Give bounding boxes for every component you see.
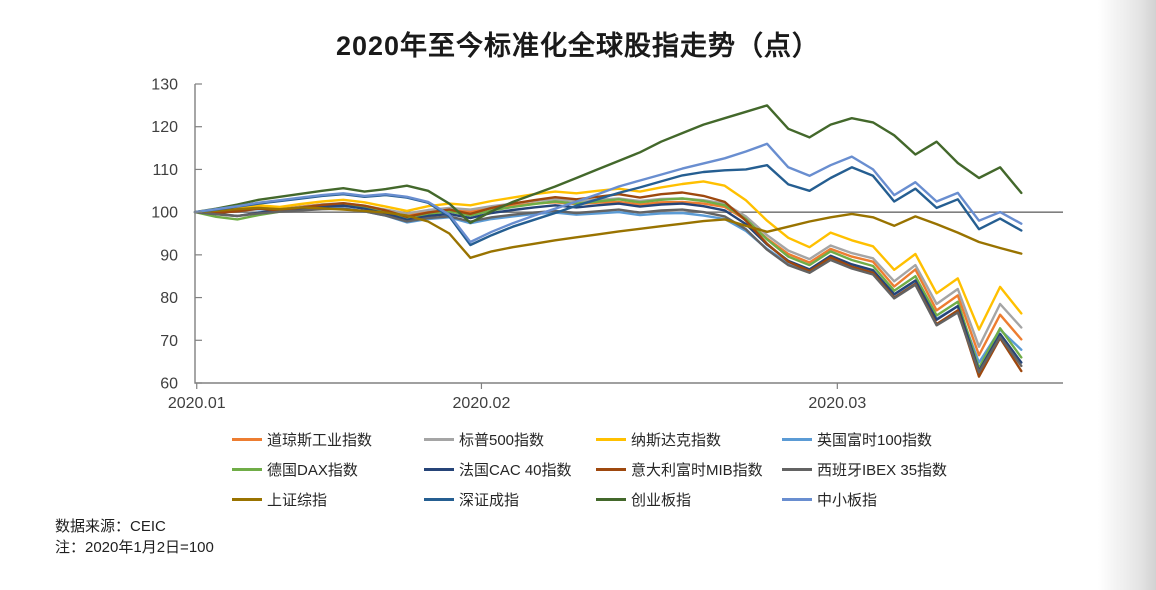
legend-label: 创业板指 — [631, 492, 692, 509]
legend-swatch — [782, 468, 812, 471]
legend-item: 西班牙IBEX 35指数 — [782, 459, 947, 480]
legend-swatch — [424, 498, 454, 501]
y-axis-label: 120 — [151, 119, 178, 136]
legend-label: 中小板指 — [817, 492, 878, 509]
legend-swatch — [232, 438, 262, 441]
y-axis-label: 110 — [152, 162, 178, 179]
legend-label: 标普500指数 — [459, 432, 545, 449]
legend-label: 深证成指 — [459, 492, 520, 509]
line-chart-plot: 60 70 80 90 100 110 120 130 2020.01 2020.02 2020.0… — [151, 77, 1063, 412]
legend-item: 中小板指 — [782, 489, 877, 510]
y-axis-label: 80 — [160, 290, 178, 307]
series-line-9 — [193, 206, 1023, 259]
legend-item: 纳斯达克指数 — [596, 429, 721, 450]
legend-swatch — [424, 468, 454, 471]
legend-label: 西班牙IBEX 35指数 — [817, 462, 948, 479]
legend-item: 德国DAX指数 — [232, 459, 358, 480]
data-source-note: 数据来源：CEIC — [55, 518, 166, 535]
legend-item: 深证成指 — [424, 489, 519, 510]
y-axis-label: 130 — [151, 77, 178, 94]
y-axis-label: 100 — [151, 205, 178, 222]
chart-title: 2020年至今标准化全球股指走势（点） — [335, 31, 821, 61]
series-line-6 — [193, 202, 1023, 373]
legend-swatch — [596, 498, 626, 501]
legend-label: 德国DAX指数 — [267, 462, 358, 479]
legend-item: 英国富时100指数 — [782, 429, 932, 450]
x-axis-label: 2020.03 — [808, 395, 866, 412]
legend-swatch — [424, 438, 454, 441]
legend-swatch — [596, 468, 626, 471]
y-axis-label: 60 — [160, 376, 178, 393]
legend-swatch — [232, 498, 262, 501]
legend-item: 道琼斯工业指数 — [232, 429, 372, 450]
legend-label: 上证综指 — [267, 492, 328, 509]
series-line-11 — [193, 104, 1023, 225]
legend-swatch — [782, 438, 812, 441]
legend-swatch — [782, 498, 812, 501]
legend-label: 英国富时100指数 — [817, 432, 933, 449]
y-axis-label: 70 — [160, 333, 178, 350]
legend-item: 意大利富时MIB指数 — [596, 459, 763, 480]
chart-notes: 数据来源：CEIC 注：2020年1月2日=100 — [55, 516, 214, 558]
legend-label: 道琼斯工业指数 — [267, 432, 373, 449]
legend-swatch — [232, 468, 262, 471]
legend-item: 标普500指数 — [424, 429, 544, 450]
legend-label: 纳斯达克指数 — [631, 432, 722, 449]
x-axis-label: 2020.02 — [453, 395, 511, 412]
legend-item: 法国CAC 40指数 — [424, 459, 572, 480]
legend-swatch — [596, 438, 626, 441]
x-axis-label: 2020.01 — [168, 395, 226, 412]
legend-item: 上证综指 — [232, 489, 327, 510]
base-value-note: 注：2020年1月2日=100 — [55, 539, 214, 556]
series-line-12 — [193, 142, 1023, 244]
legend-item: 创业板指 — [596, 489, 691, 510]
legend-label: 法国CAC 40指数 — [459, 462, 572, 479]
chart-legend: 道琼斯工业指数 标普500指数 纳斯达克指数 英国富时100指数德国DAX指数 法国CA… — [232, 429, 947, 510]
y-axis-label: 90 — [160, 247, 178, 264]
legend-label: 意大利富时MIB指数 — [631, 462, 763, 479]
